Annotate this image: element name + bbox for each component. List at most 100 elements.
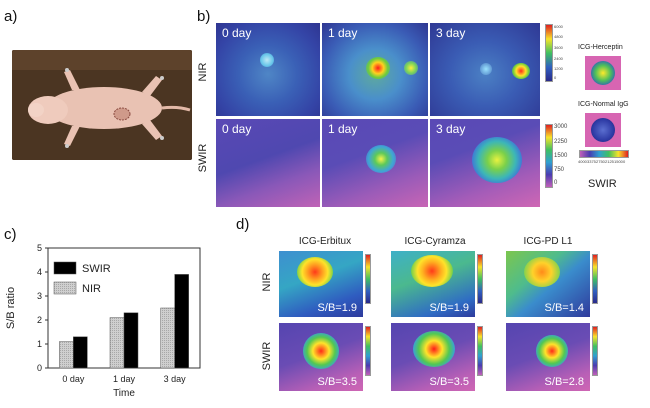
swir-colorbar-tick: 750 [554,167,565,173]
d-nir-colorbar [592,254,598,304]
swir-tile-1day: 1 day [321,118,429,208]
panel-d-row-swir: SWIR [261,341,273,371]
legend-swatch-swir [53,261,77,275]
inset-normal-igg [585,113,621,147]
col-title-pdl1: ICG-PD L1 [523,236,573,247]
time-label: 3 day [436,26,466,40]
tumor-signal [512,63,530,79]
legend-label-nir: NIR [82,283,101,295]
d-swir-colorbar [592,326,598,376]
bar-nir-3-day [160,307,175,369]
tumor-signal [472,137,522,183]
horizontal-bar-tick: 2750 [596,159,605,164]
sb-value: S/B=1.4 [544,302,584,314]
d-nir-pdl1: S/B=1.4 [505,250,591,318]
panel-d-row-nir: NIR [261,272,273,292]
secondary-signal [404,61,418,75]
legend-swatch-nir [53,281,77,295]
panel-b-row-nir: NIR [197,62,209,82]
time-label: 1 day [328,26,358,40]
sb-value: S/B=1.9 [317,302,357,314]
y-tick-label: 4 [37,267,42,277]
x-axis-label: Time [113,388,135,399]
panel-b-label: b) [197,8,211,25]
nir-colorbar-tick: 4800 [554,34,563,39]
y-tick-label: 0 [37,363,42,373]
time-label: 3 day [436,122,466,136]
tumor-signal [366,57,390,79]
inset-signal [591,118,615,142]
y-tick-label: 2 [37,315,42,325]
tumor-signal [297,257,333,287]
inset-herceptin [585,56,621,90]
d-nir-colorbar [477,254,483,304]
mouse-photo [12,50,192,160]
x-tick-label: 3 day [164,374,187,384]
time-label: 0 day [222,122,252,136]
nir-tile-3day: 3 day [429,22,541,117]
swir-colorbar-tick: 1500 [554,153,568,159]
col-title-cyramza: ICG-Cyramza [404,236,466,247]
swir-colorbar-tick: 3000 [554,124,568,130]
x-tick-label: 0 day [62,374,85,384]
horizontal-bar-tick: 2125 [605,159,614,164]
bar-swir-0-day [73,336,88,369]
legend-label-swir: SWIR [82,263,111,275]
tumor-signal [366,145,396,173]
tumor-signal [536,335,568,367]
d-swir-colorbar [365,326,371,376]
sb-ratio-bar-chart: 0 1 2 3 4 5 S/B ratio 0 day 1 day 3 day Time SWIR NI… [5,243,201,399]
panel-d-label: d) [236,216,250,233]
nir-colorbar-tick: 0 [554,75,557,80]
bar-nir-0-day [59,341,74,369]
horizontal-bar-label: SWIR [588,178,617,190]
tumor-signal [411,255,453,287]
swir-colorbar [545,124,553,188]
nir-colorbar-tick: 6000 [554,24,563,29]
y-tick-label: 3 [37,291,42,301]
inset-signal [591,61,615,85]
d-swir-erbitux: S/B=3.5 [278,322,364,392]
panel-c-label: c) [4,226,17,243]
time-label: 1 day [328,122,358,136]
horizontal-bar-tick: 1500 [614,159,623,164]
tumor-signal [413,331,455,367]
swir-colorbar-tick: 0 [554,180,558,186]
nir-tile-1day: 1 day [321,22,429,117]
sb-value: S/B=3.5 [429,376,469,388]
d-nir-erbitux: S/B=1.9 [278,250,364,318]
bar-swir-3-day [174,274,189,369]
time-label: 0 day [222,26,252,40]
y-axis-label: S/B ratio [5,287,17,329]
panel-a-label: a) [4,8,18,25]
mouse-illustration [12,50,192,160]
nir-colorbar-tick: 3600 [554,45,563,50]
swir-tile-3day: 3 day [429,118,541,208]
tumor-signal [303,333,339,369]
inset-caption-normal-igg: ICG-Normal IgG [578,101,629,108]
nir-colorbar [545,24,553,82]
y-tick-label: 5 [37,243,42,253]
nir-colorbar-tick: 1200 [554,66,563,71]
inset-caption-herceptin: ICG-Herceptin [578,44,623,51]
d-swir-cyramza: S/B=3.5 [390,322,476,392]
bar-swir-1-day [123,312,139,369]
nir-colorbar-tick: 2400 [554,56,563,61]
panel-b-row-swir: SWIR [197,143,209,173]
secondary-signal [480,63,492,75]
swir-colorbar-tick: 2250 [554,139,568,145]
swir-tile-0day: 0 day [215,118,321,208]
y-tick-label: 1 [37,339,42,349]
horizontal-bar-tick: 3375 [587,159,596,164]
tumor-signal [524,257,560,287]
d-swir-colorbar [477,326,483,376]
swir-horizontal-colorbar [579,150,629,158]
nir-tile-0day: 0 day [215,22,321,117]
x-tick-label: 1 day [113,374,136,384]
col-title-erbitux: ICG-Erbitux [298,236,352,247]
horizontal-bar-tick: 4000 [578,159,587,164]
sb-value: S/B=1.9 [429,302,469,314]
d-nir-cyramza: S/B=1.9 [390,250,476,318]
tumor-signal [260,53,274,67]
sb-value: S/B=3.5 [317,376,357,388]
